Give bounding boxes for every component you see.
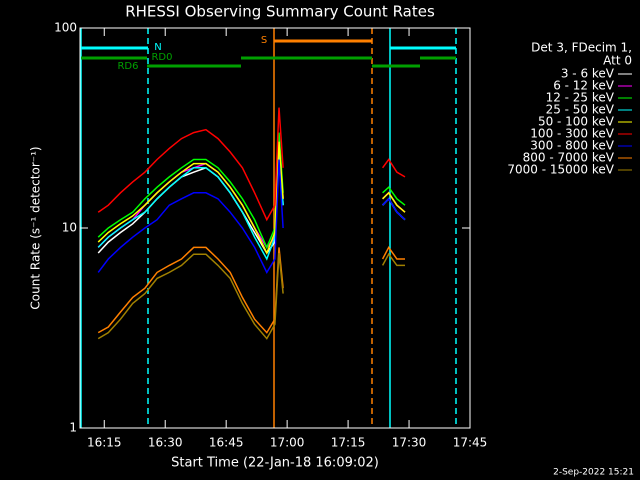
x-tick-label: 17:15: [331, 436, 366, 450]
series-line: [97, 252, 405, 340]
legend-label: 300 - 800 keV: [530, 139, 614, 153]
legend-label: 7000 - 15000 keV: [507, 163, 614, 177]
y-tick-label: 1: [69, 421, 77, 435]
legend-label: 6 - 12 keV: [553, 79, 615, 93]
y-axis-label: Count Rate (s⁻¹ detector⁻¹): [29, 146, 43, 309]
legend-label: 800 - 7000 keV: [523, 151, 615, 165]
series-line: [97, 245, 405, 334]
footer: 2-Sep-2022 15:21: [553, 468, 634, 478]
annotation: RD6: [117, 61, 138, 72]
time-markers: [80, 28, 457, 428]
series-line: [97, 159, 406, 274]
series-line: [97, 132, 406, 250]
x-tick-label: 17:30: [392, 436, 427, 450]
x-tick-label: 17:00: [270, 436, 305, 450]
annotation: RD0: [151, 52, 172, 63]
x-tick-label: 16:30: [148, 436, 183, 450]
chart-title: RHESSI Observing Summary Count Rates: [125, 3, 435, 21]
legend-label: 50 - 100 keV: [538, 115, 615, 129]
annotation: N: [154, 42, 161, 53]
legend-label: 25 - 50 keV: [546, 103, 615, 117]
y-tick-label: 100: [54, 21, 77, 35]
legend-title: Att 0: [603, 54, 632, 68]
legend-label: 3 - 6 keV: [561, 67, 615, 81]
series-line: [97, 107, 406, 222]
legend-title: Det 3, FDecim 1,: [531, 41, 632, 55]
x-tick-label: 17:45: [453, 436, 488, 450]
x-tick-label: 16:45: [209, 436, 244, 450]
y-tick-label: 10: [62, 221, 77, 235]
annotation: S: [261, 35, 267, 46]
legend-label: 100 - 300 keV: [530, 127, 614, 141]
x-tick-label: 16:15: [87, 436, 122, 450]
series-line: [97, 141, 406, 255]
x-axis-label: Start Time (22-Jan-18 16:09:02): [171, 456, 379, 471]
legend-label: 12 - 25 keV: [546, 91, 615, 105]
